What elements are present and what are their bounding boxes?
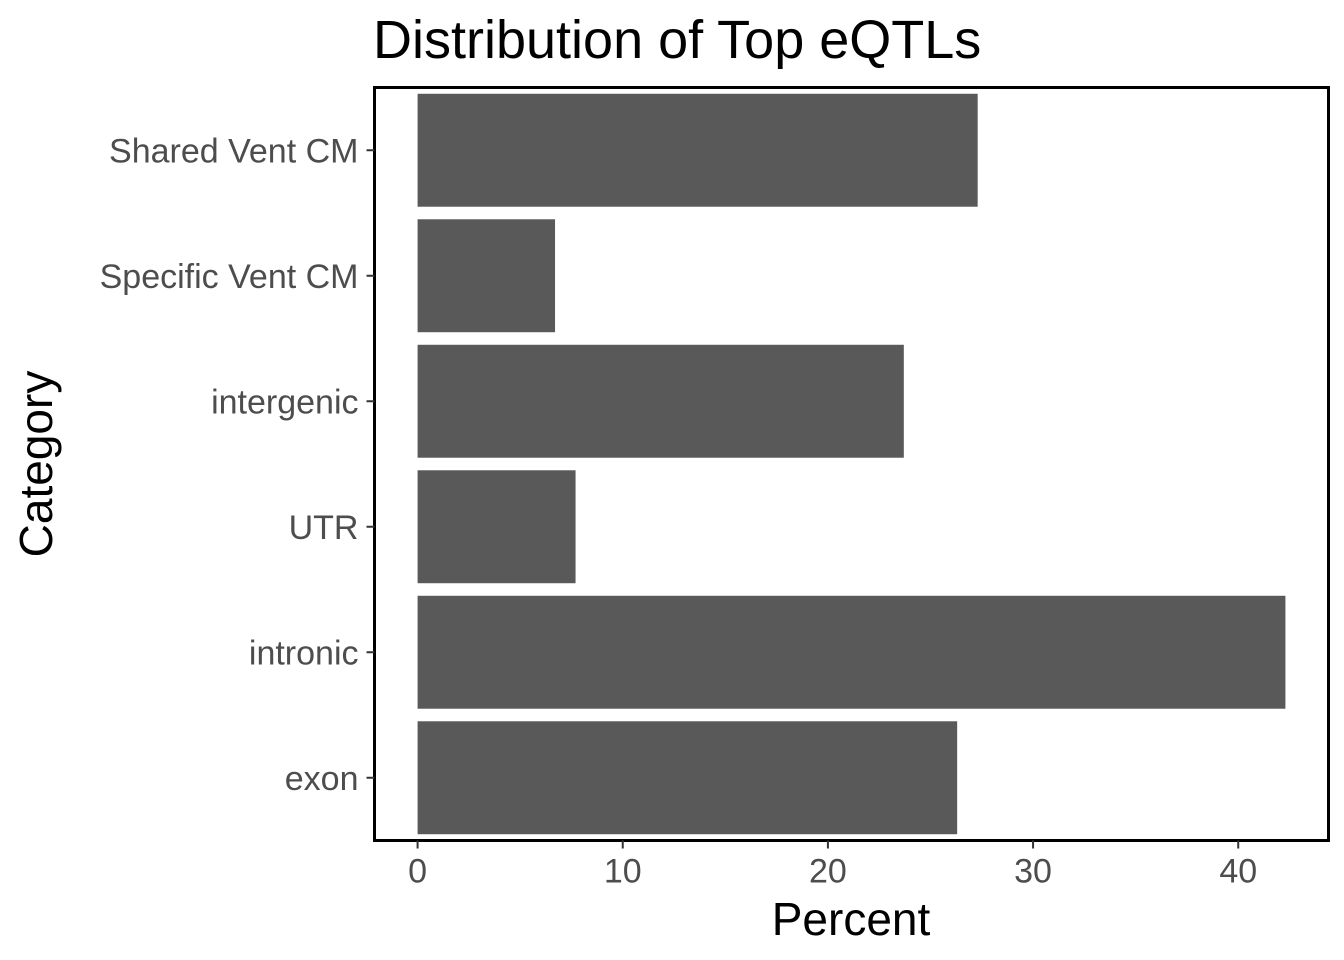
x-tick-label: 40 (1219, 853, 1257, 891)
y-axis: Shared Vent CM Specific Vent CM intergenic… (100, 132, 375, 798)
x-axis-title: Percent (772, 893, 931, 945)
bar-intergenic (417, 344, 904, 458)
y-tick-label: Shared Vent CM (109, 132, 358, 170)
y-tick-label: intronic (249, 634, 359, 672)
x-axis: 0 10 20 30 40 (408, 840, 1257, 891)
bar-utr (417, 470, 576, 584)
bar-specific-vent-cm (417, 219, 556, 333)
y-tick-label: UTR (289, 509, 359, 547)
y-axis-title: Category (10, 371, 62, 558)
bars-group (417, 93, 1286, 835)
chart-title: Distribution of Top eQTLs (373, 10, 981, 70)
x-tick-label: 30 (1014, 853, 1052, 891)
x-tick-label: 0 (408, 853, 427, 891)
bar-shared-vent-cm (417, 93, 978, 207)
bar-exon (417, 721, 958, 835)
x-tick-label: 20 (809, 853, 847, 891)
y-tick-label: exon (285, 760, 359, 798)
bar-intronic (417, 595, 1286, 709)
y-tick-label: Specific Vent CM (100, 258, 359, 296)
panel-border (373, 86, 1330, 842)
y-tick-label: intergenic (211, 383, 358, 421)
x-tick-label: 10 (604, 853, 642, 891)
